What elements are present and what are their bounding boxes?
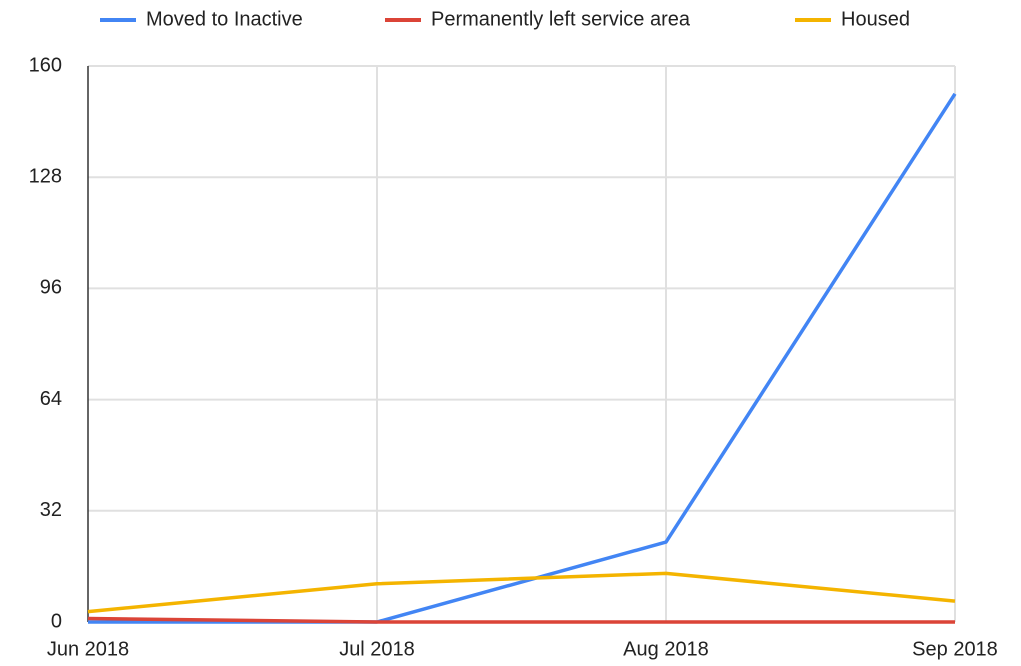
series-line — [87, 616, 955, 624]
y-tick-label: 64 — [40, 388, 62, 410]
x-tick-label: Jul 2018 — [339, 638, 415, 660]
y-tick-label: 32 — [40, 499, 62, 521]
y-tick-label: 96 — [40, 277, 62, 299]
y-tick-label: 0 — [51, 610, 62, 632]
legend-label: Permanently left service area — [431, 8, 691, 30]
x-tick-label: Jun 2018 — [47, 638, 129, 660]
x-tick-label: Sep 2018 — [912, 638, 998, 660]
legend-label: Housed — [841, 8, 910, 30]
y-tick-label: 128 — [29, 165, 62, 187]
y-tick-label: 160 — [29, 54, 62, 76]
x-tick-label: Aug 2018 — [623, 638, 709, 660]
series-line — [88, 92, 957, 624]
legend-label: Moved to Inactive — [146, 8, 303, 30]
series-line — [87, 571, 956, 614]
